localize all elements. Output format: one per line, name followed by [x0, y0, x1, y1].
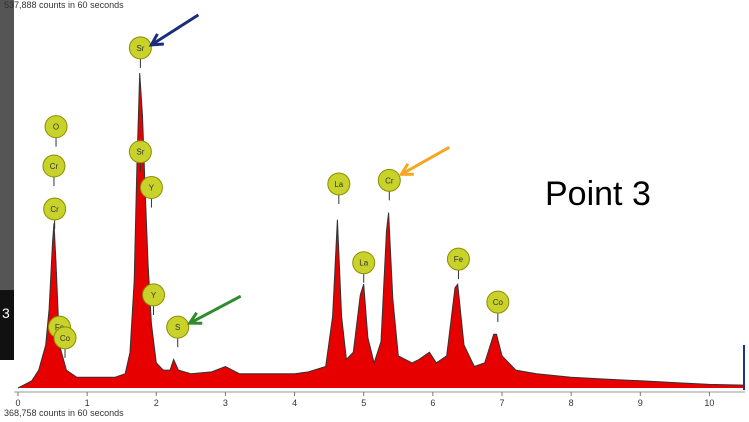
element-badge-circle — [139, 176, 163, 200]
sem-image-strip — [0, 0, 14, 360]
element-badge-label: S — [175, 323, 180, 332]
x-tick-label: 6 — [430, 398, 435, 408]
element-badge-label: Cr — [50, 162, 59, 171]
arrow-s-head — [186, 311, 203, 325]
element-badge-circle — [166, 315, 190, 339]
element-badge-circle — [43, 197, 67, 221]
element-badge-circle — [352, 251, 376, 275]
element-badge-circle — [128, 140, 152, 164]
arrow-cr — [398, 146, 451, 176]
x-tick-label: 1 — [85, 398, 90, 408]
element-badge-label: Sr — [136, 44, 144, 53]
element-badge-circle — [446, 247, 470, 271]
element-badge-label: Co — [493, 298, 504, 307]
arrow-sr-shaft — [150, 13, 200, 47]
element-badge-label: Cr — [385, 176, 394, 185]
element-badge-circle — [44, 115, 68, 139]
element-badge-fe: Fe — [446, 247, 470, 280]
element-badges: O Cr Cr Fe Co Sr Sr Y Y S La La Cr Fe Co — [42, 36, 510, 358]
element-badge-label: O — [53, 123, 59, 132]
element-badge-label: La — [334, 180, 343, 189]
x-tick-label: 9 — [638, 398, 643, 408]
element-badge-circle — [42, 154, 66, 178]
element-badge-label: Fe — [454, 255, 464, 264]
x-tick-label: 0 — [15, 398, 20, 408]
sem-image-scale-bar — [0, 290, 14, 360]
element-badge-label: Co — [60, 334, 71, 343]
element-badge-circle — [142, 283, 166, 307]
x-tick-label: 8 — [569, 398, 574, 408]
element-badge-circle — [486, 290, 510, 314]
annotation-arrows — [148, 13, 451, 325]
element-badge-label: Cr — [50, 205, 59, 214]
x-tick-label: 2 — [154, 398, 159, 408]
spectrum-outline-0 — [17, 72, 745, 389]
top-counts-label: 537,888 counts in 60 seconds — [4, 0, 124, 10]
element-badge-sr: Sr — [128, 140, 152, 172]
arrow-cr-head — [398, 162, 414, 176]
element-badge-cr: Cr — [43, 197, 67, 229]
element-badge-label: La — [359, 259, 368, 268]
arrow-sr — [148, 13, 200, 47]
element-badge-cr: Cr — [377, 168, 401, 201]
element-badge-co: Co — [486, 290, 510, 323]
x-tick-label: 3 — [223, 398, 228, 408]
element-badge-label: Y — [149, 184, 155, 193]
element-badge-y: Y — [139, 176, 163, 208]
element-badge-circle — [327, 172, 351, 196]
spectrum-series — [17, 72, 745, 389]
x-axis-ticks: 0 1 2 3 4 5 6 7 8 9 10 — [15, 392, 714, 408]
element-badge-la: La — [352, 251, 376, 283]
element-badge-label: Sr — [136, 148, 144, 157]
element-badge-la: La — [327, 172, 351, 204]
arrow-sr-head — [148, 33, 164, 47]
element-badge-label: Fe — [55, 323, 65, 332]
element-badge-cr: Cr — [42, 154, 66, 187]
arrow-s — [186, 294, 242, 325]
point-label: Point 3 — [545, 175, 651, 213]
element-badge-circle — [128, 36, 152, 60]
bottom-counts-label: 368,758 counts in 60 seconds — [4, 408, 124, 418]
element-badge-y: Y — [142, 283, 166, 315]
element-badge-o: O — [44, 115, 68, 147]
element-badge-circle — [377, 168, 401, 192]
element-badge-label: Y — [151, 291, 157, 300]
arrow-s-shaft — [189, 294, 242, 325]
x-tick-label: 7 — [499, 398, 504, 408]
sem-image-label: 3 — [2, 305, 10, 321]
x-tick-label: 5 — [361, 398, 366, 408]
arrow-cr-shaft — [400, 146, 451, 176]
element-badge-circle — [53, 326, 77, 350]
element-badge-sr: Sr — [128, 36, 152, 68]
element-badge-co: Co — [53, 326, 77, 358]
x-tick-label: 10 — [704, 398, 714, 408]
element-badge-s: S — [166, 315, 190, 348]
x-tick-label: 4 — [292, 398, 297, 408]
